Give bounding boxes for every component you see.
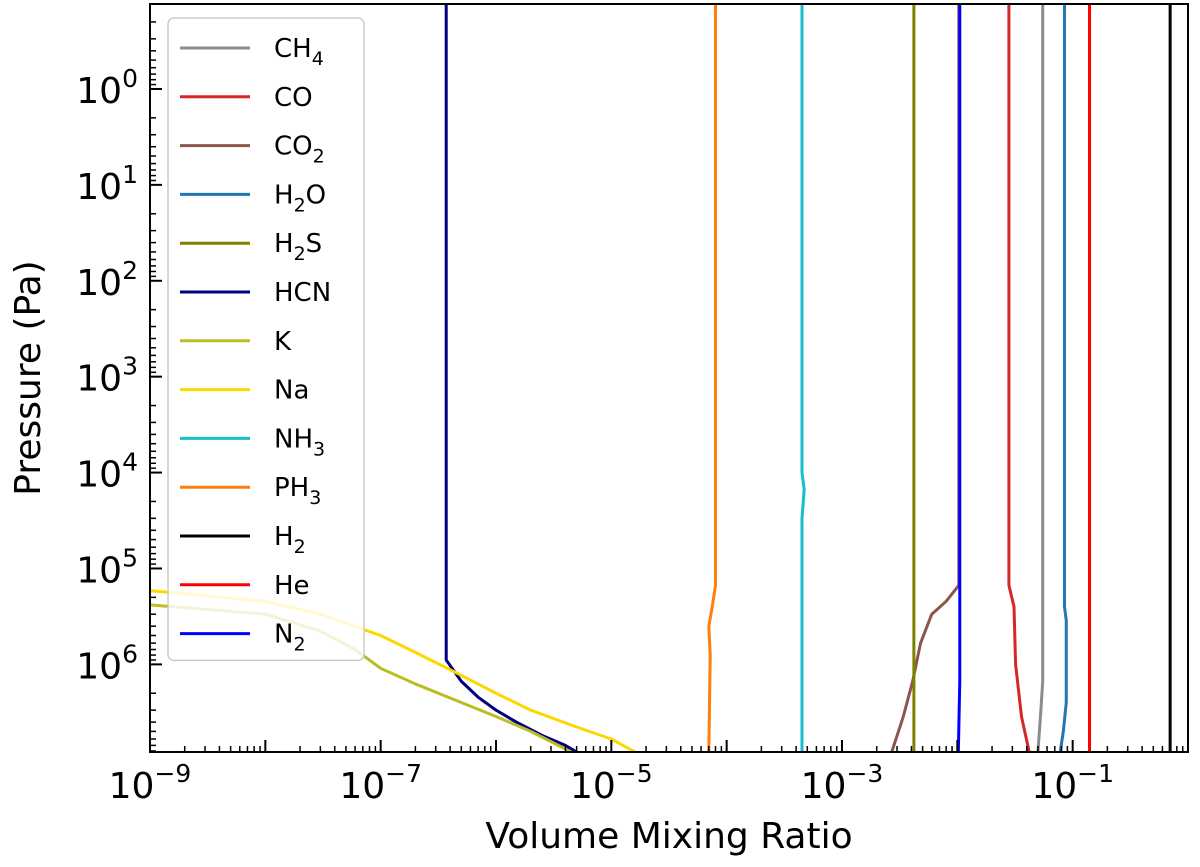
legend-label-ch4: CH4 [274,34,324,70]
legend-label-he: He [274,571,310,601]
y-axis-label: Pressure (Pa) [8,260,49,495]
series-line-co [1007,4,1031,752]
legend-label-k: K [274,327,292,357]
x-axis-label: Volume Mixing Ratio [485,816,852,857]
y-tick-label: 102 [76,256,138,304]
legend-label-ph3: PH3 [274,473,321,509]
legend: CH4 CO CO2 H2O H2S HCN K Na NH3 PH3 H2 He N2 [167,17,365,662]
x-tick-label: 10−1 [1031,759,1114,807]
y-tick-label: 101 [76,160,138,208]
y-tick-label: 106 [76,639,138,687]
series-line-nh3 [800,4,806,752]
legend-label-h2o: H2O [274,180,326,216]
series-layer [150,4,1172,752]
y-tick-label: 104 [76,448,138,496]
y-tick-label: 103 [76,352,138,400]
plot-frame [149,3,1189,753]
x-tick-label: 10−9 [109,759,192,807]
legend-label-na: Na [274,376,309,406]
series-line-n2 [956,4,962,752]
legend-label-nh3: NH3 [274,424,325,460]
series-line-ph3 [707,4,717,752]
legend-box [167,17,365,662]
legend-label-h2s: H2S [274,229,322,265]
y-tick-label: 105 [76,543,138,591]
x-tick-label: 10−5 [570,759,653,807]
series-line-hcn [444,4,579,752]
x-tick-label: 10−3 [801,759,884,807]
series-line-ch4 [1036,4,1045,752]
series-line-co2 [890,4,961,752]
series-line-h2o [1058,4,1068,752]
legend-label-h2: H2 [274,522,306,558]
legend-label-n2: N2 [274,620,306,656]
y-tick-label: 100 [76,64,138,112]
x-tick-label: 10−7 [339,759,422,807]
axes: 10−9 10−7 10−5 10−3 10−1 100 101 102 103 104 105 10… [76,21,1189,807]
legend-label-co: CO [274,83,313,113]
legend-label-hcn: HCN [274,278,331,308]
legend-label-co2: CO2 [274,132,325,168]
